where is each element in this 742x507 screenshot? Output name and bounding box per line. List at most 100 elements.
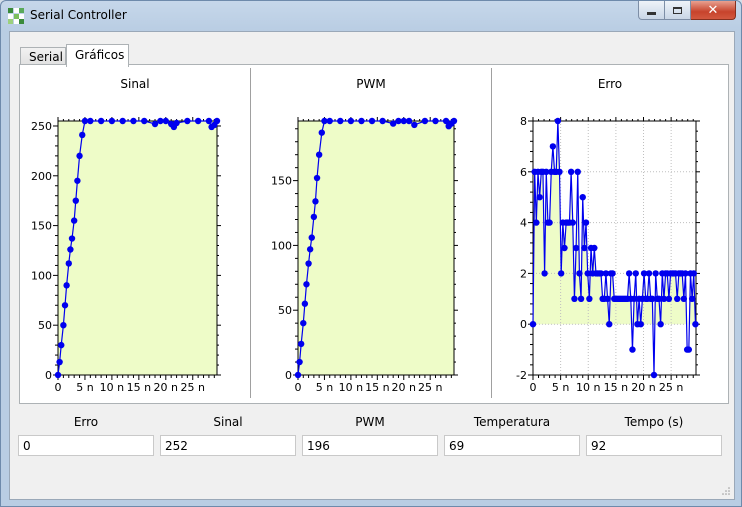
close-button[interactable]: ✕ xyxy=(691,1,736,20)
y-tick-label: 0 xyxy=(285,369,292,382)
data-point xyxy=(632,270,639,277)
data-point xyxy=(442,117,450,125)
data-point xyxy=(692,321,699,328)
data-point xyxy=(567,168,575,175)
y-tick-label: 100 xyxy=(271,239,292,252)
data-point xyxy=(405,117,413,125)
y-tick-label: 50 xyxy=(38,319,52,332)
minimize-button[interactable] xyxy=(638,1,665,20)
x-tick-label: 25 n xyxy=(659,381,683,394)
data-point xyxy=(87,117,94,125)
data-point xyxy=(660,295,668,302)
y-tick-label: 250 xyxy=(31,120,52,133)
tempo-field[interactable]: 92 xyxy=(586,435,722,456)
data-point xyxy=(640,270,648,277)
pwm-chart-cell: PWM 0 50 100 150 0 5 n 10 n 15 n 20 n 25 n xyxy=(251,65,491,403)
chart-divider xyxy=(491,68,492,398)
data-point xyxy=(173,119,180,127)
y-tick-label: 100 xyxy=(31,269,52,282)
x-tick-label: 10 n xyxy=(576,381,600,394)
data-point xyxy=(602,270,610,277)
data-point xyxy=(549,143,557,150)
data-point xyxy=(306,246,314,253)
window-title: Serial Controller xyxy=(30,8,127,22)
erro-chart-cell: Erro -2 0 2 4 6 8 0 5 n 10 n 15 n 20 n 25 n xyxy=(492,65,728,403)
x-tick-label: 5 n xyxy=(76,381,93,394)
maximize-button[interactable] xyxy=(665,1,691,20)
data-point xyxy=(337,117,344,125)
data-point xyxy=(674,295,681,302)
close-icon: ✕ xyxy=(707,2,719,18)
tempo-label: Tempo (s) xyxy=(624,415,684,429)
data-point xyxy=(308,234,315,241)
data-point xyxy=(305,260,312,267)
app-icon xyxy=(8,8,24,24)
data-point xyxy=(312,198,319,205)
erro-chart-title: Erro xyxy=(597,77,623,91)
data-point xyxy=(389,120,397,127)
data-point xyxy=(581,244,588,252)
data-point xyxy=(358,117,365,125)
data-point xyxy=(310,213,318,221)
data-point xyxy=(70,217,78,224)
data-point xyxy=(625,270,633,277)
data-point xyxy=(637,321,644,328)
data-point xyxy=(609,270,616,277)
x-tick-label: 15 n xyxy=(604,381,628,394)
x-tick-label: 10 n xyxy=(339,381,363,394)
x-tick-label: 10 n xyxy=(100,381,124,394)
x-tick-label: 20 n xyxy=(631,381,655,394)
data-point xyxy=(56,358,63,366)
data-point xyxy=(576,270,583,277)
erro-label: Erro xyxy=(73,415,99,429)
data-point xyxy=(561,244,568,252)
y-tick-label: 4 xyxy=(520,217,527,230)
chart-divider xyxy=(250,68,251,398)
data-point xyxy=(450,117,458,125)
data-point xyxy=(184,117,191,125)
pwm-field[interactable]: 196 xyxy=(302,435,438,456)
y-tick-label: 2 xyxy=(520,267,527,280)
data-point xyxy=(61,302,69,309)
data-point xyxy=(300,319,307,327)
tab-graficos[interactable]: Gráficos xyxy=(66,44,129,67)
data-point xyxy=(554,117,562,125)
data-point xyxy=(650,371,658,379)
y-tick-label: 150 xyxy=(271,175,292,188)
data-point xyxy=(533,219,540,226)
data-point xyxy=(597,270,605,277)
data-point xyxy=(65,260,72,267)
data-point xyxy=(72,197,79,204)
data-point xyxy=(606,321,613,328)
data-point xyxy=(645,270,653,277)
data-point xyxy=(60,321,67,329)
data-point xyxy=(79,131,86,139)
data-point xyxy=(74,177,81,184)
resize-grip-icon[interactable] xyxy=(721,486,731,496)
data-point xyxy=(649,295,656,302)
data-point xyxy=(301,300,309,307)
data-point xyxy=(194,117,202,125)
data-point xyxy=(421,117,429,125)
x-tick-label: 0 xyxy=(530,381,537,394)
data-point xyxy=(141,117,148,125)
data-point xyxy=(546,219,553,226)
data-point xyxy=(569,219,576,226)
data-point xyxy=(63,282,70,289)
sinal-field[interactable]: 252 xyxy=(160,435,296,456)
y-tick-label: 50 xyxy=(278,304,292,317)
erro-field[interactable]: 0 xyxy=(18,435,154,456)
data-point xyxy=(577,295,585,302)
pwm-label: PWM xyxy=(355,415,385,429)
minimize-icon xyxy=(647,11,656,15)
data-point xyxy=(682,270,689,277)
title-bar[interactable]: Serial Controller ✕ xyxy=(1,1,741,31)
data-point xyxy=(630,295,638,302)
data-point xyxy=(58,341,65,349)
data-point xyxy=(680,295,688,302)
tab-serial[interactable]: Serial xyxy=(20,47,66,66)
data-point xyxy=(629,346,636,353)
temperatura-field[interactable]: 69 xyxy=(444,435,580,456)
